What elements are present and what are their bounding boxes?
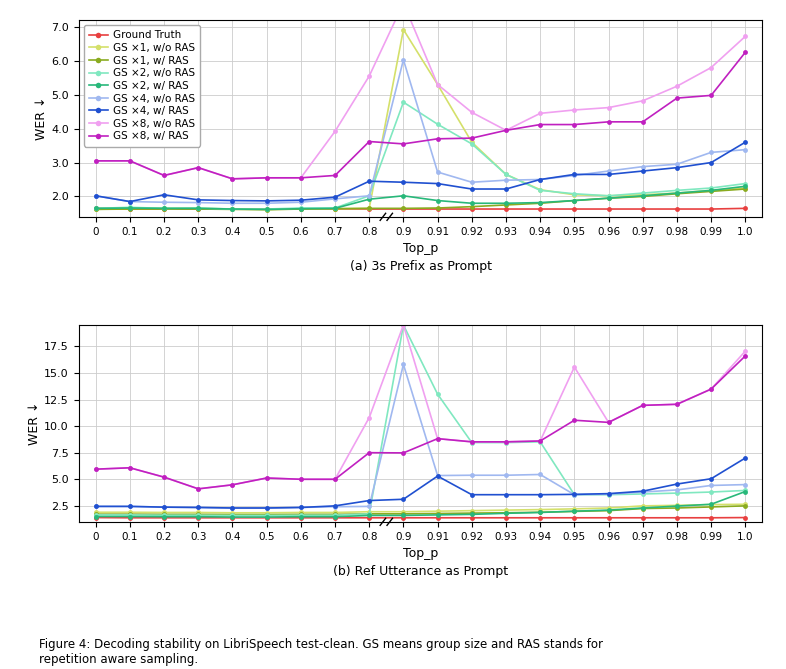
Text: Figure 4: Decoding stability on LibriSpeech test-clean. GS means group size and : Figure 4: Decoding stability on LibriSpe… bbox=[39, 638, 604, 666]
Text: (a) 3s Prefix as Prompt: (a) 3s Prefix as Prompt bbox=[350, 260, 491, 273]
Text: (b) Ref Utterance as Prompt: (b) Ref Utterance as Prompt bbox=[333, 565, 508, 578]
X-axis label: Top_p: Top_p bbox=[403, 242, 438, 255]
Y-axis label: WER ↓: WER ↓ bbox=[28, 401, 42, 445]
Legend: Ground Truth, GS ×1, w/o RAS, GS ×1, w/ RAS, GS ×2, w/o RAS, GS ×2, w/ RAS, GS ×: Ground Truth, GS ×1, w/o RAS, GS ×1, w/ … bbox=[84, 25, 200, 147]
X-axis label: Top_p: Top_p bbox=[403, 547, 438, 560]
Y-axis label: WER ↓: WER ↓ bbox=[35, 97, 49, 140]
